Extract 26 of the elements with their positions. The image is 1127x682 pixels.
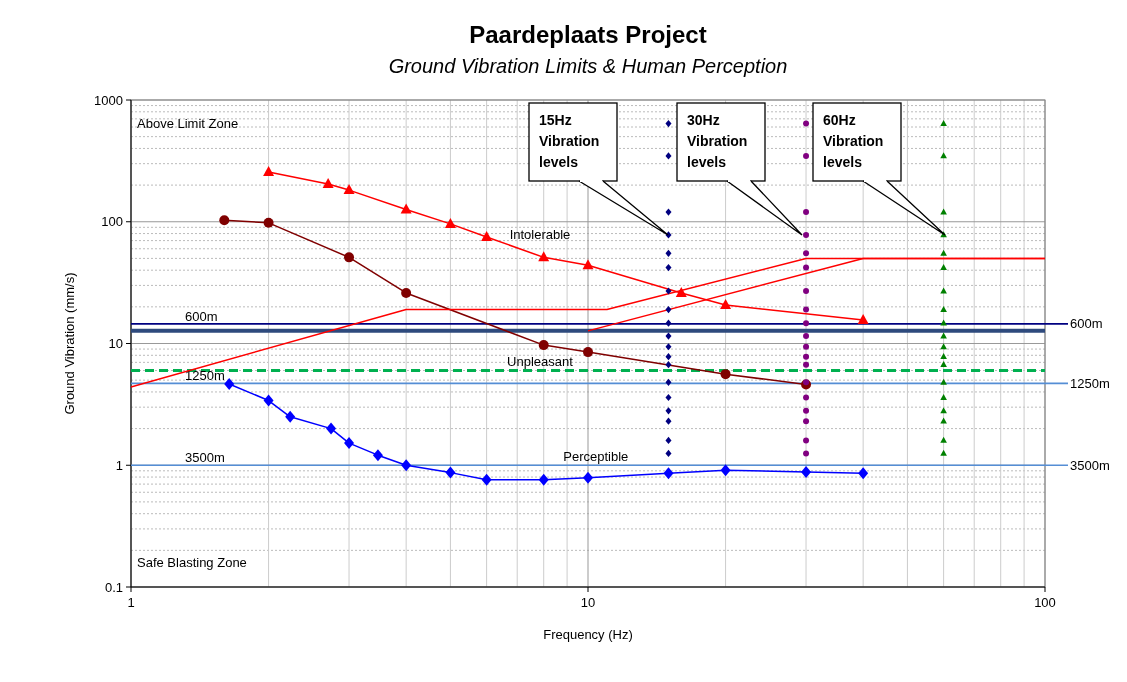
annotation: Unpleasant: [507, 354, 574, 369]
chart-subtitle: Ground Vibration Limits & Human Perception: [388, 55, 788, 77]
ref-line-label: 1250m: [185, 368, 225, 384]
annotation: 30Hz Vibration levels: [687, 112, 748, 170]
y-tick-label: 10: [108, 336, 123, 352]
chart-title: Paardeplaats Project: [469, 21, 707, 48]
text: 600m: [1070, 316, 1103, 332]
text: 3500m: [1070, 457, 1110, 473]
y-tick-label: 100: [101, 214, 123, 230]
annotation: Perceptible: [563, 448, 629, 464]
x-axis-title: Frequency (Hz): [543, 627, 633, 642]
text: 1250m: [1070, 375, 1110, 391]
x-tick-label: 10: [580, 595, 596, 610]
y-tick-label: 1000: [94, 92, 123, 108]
annotation: Intolerable: [509, 227, 571, 242]
annotation: Safe Blasting Zone: [137, 555, 247, 570]
x-tick-label: 100: [1034, 595, 1056, 610]
ref-line-label: 600m: [185, 308, 218, 324]
x-tick-label: 1: [127, 595, 135, 610]
annotation: Above Limit Zone: [137, 116, 239, 131]
y-tick-label: 0.1: [104, 579, 123, 595]
annotation: 60Hz Vibration levels: [823, 112, 884, 170]
y-tick-label: 1: [115, 457, 123, 473]
y-axis-title: Ground Vibration (mm/s): [62, 272, 77, 415]
annotation: 15Hz Vibration levels: [539, 112, 600, 170]
ref-line-label: 3500m: [185, 450, 225, 466]
